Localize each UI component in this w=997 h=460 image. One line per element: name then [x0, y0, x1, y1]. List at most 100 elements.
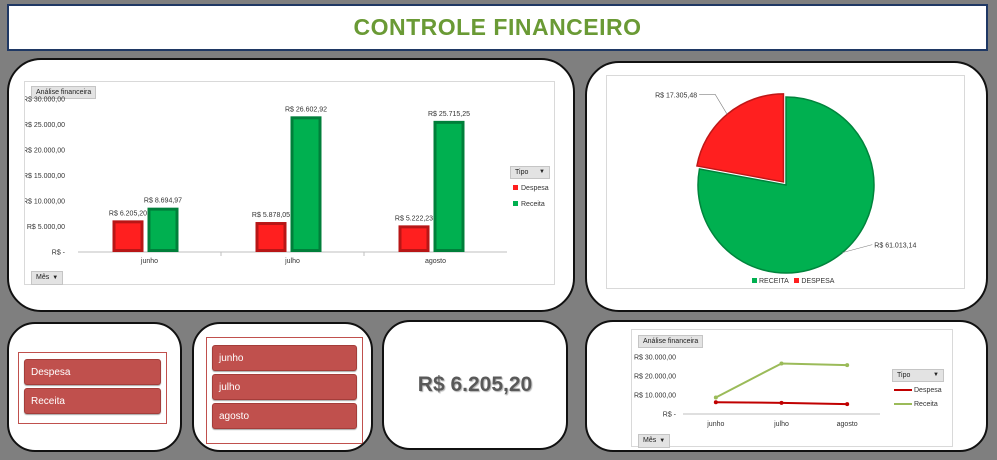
page-title: CONTROLE FINANCEIRO [353, 14, 642, 40]
bar-y-tick-label: R$ 15.000,00 [25, 173, 65, 180]
line-legend-field-label: Tipo [897, 372, 911, 379]
bar-y-tick-label: R$ 25.000,00 [25, 122, 65, 129]
bar-legend-field-button[interactable]: Tipo ▼ [510, 166, 550, 179]
pie-legend-swatch-despesa [794, 278, 800, 283]
bar-y-tick-label: R$ - [52, 250, 66, 257]
line-point-despesa-julho [779, 400, 784, 405]
pie-chart-svg: R$ 61.013,14 R$ 17.305,48 [655, 92, 916, 274]
line-value-field-label: Análise financeira [643, 338, 699, 345]
pie-leader-line [842, 244, 873, 253]
bar-data-label: R$ 25.715,25 [428, 111, 470, 118]
pie-legend-swatch-receita [752, 278, 757, 283]
mes-slicer-item-junho[interactable]: junho [212, 345, 357, 371]
line-legend-dropdown-icon: ▼ [933, 372, 939, 378]
value-card-panel: R$ 6.205,20 [382, 320, 568, 450]
bar-legend-swatch-receita [513, 201, 518, 206]
line-y-tick-label: R$ 20.000,00 [634, 374, 676, 381]
bar-data-label: R$ 26.602,92 [285, 106, 327, 113]
bar-receita-julho-face [293, 119, 319, 249]
bar-axis-field-button[interactable]: Mês ▼ [31, 271, 64, 285]
line-legend: Despesa Receita [894, 384, 942, 412]
line-y-tick-label: R$ 10.000,00 [634, 393, 676, 400]
bar-x-tick-label: agosto [425, 258, 446, 265]
line-legend-field-button[interactable]: Tipo ▼ [892, 369, 944, 382]
bar-legend-item-despesa: Despesa [513, 181, 549, 197]
line-y-tick-label: R$ 30.000,00 [634, 355, 676, 362]
line-chart-frame[interactable]: Análise financeira R$ 30.000,00 R$ 20.000… [631, 329, 953, 448]
pie-chart-frame[interactable]: R$ 61.013,14 R$ 17.305,48 RECEITA DESPESA [606, 75, 965, 289]
mes-slicer-item-julho[interactable]: julho [212, 374, 357, 400]
line-legend-label-despesa: Despesa [914, 387, 942, 394]
bar-data-label: R$ 5.878,05 [252, 212, 290, 219]
line-axis-dropdown-icon: ▼ [659, 438, 666, 444]
line-x-tick-label: agosto [837, 421, 858, 428]
bar-legend-dropdown-icon: ▼ [539, 169, 545, 175]
line-chart-svg: R$ 30.000,00 R$ 20.000,00 R$ 10.000,00 R$ -… [634, 355, 880, 428]
line-point-despesa-agosto [845, 402, 850, 407]
bar-legend: Despesa Receita [513, 181, 549, 213]
bar-y-tick-label: R$ 30.000,00 [25, 97, 65, 104]
bar-legend-swatch-despesa [513, 185, 518, 190]
pie-slice-despesa [696, 93, 785, 183]
tipo-slicer-item-receita[interactable]: Receita [24, 388, 161, 414]
bar-y-tick-label: R$ 20.000,00 [25, 148, 65, 155]
pie-legend-label-despesa: DESPESA [801, 278, 835, 285]
bar-axis-dropdown-icon: ▼ [52, 275, 59, 281]
line-x-tick-label: junho [706, 421, 724, 428]
mes-slicer-panel: junho julho agosto [192, 322, 373, 452]
line-value-field-button[interactable]: Análise financeira [638, 335, 704, 348]
line-legend-swatch-despesa [894, 389, 912, 392]
line-point-receita-julho [779, 361, 784, 366]
bar-chart-frame[interactable]: Análise financeira R$ 30.000,00 R$ 25.000… [24, 81, 555, 285]
line-y-tick-label: R$ - [663, 412, 677, 419]
bar-legend-item-receita: Receita [513, 197, 549, 213]
line-chart-panel: Análise financeira R$ 30.000,00 R$ 20.000… [585, 320, 988, 452]
title-bar: CONTROLE FINANCEIRO [7, 4, 988, 51]
mes-slicer: junho julho agosto [206, 337, 363, 444]
bar-legend-label-receita: Receita [521, 201, 545, 208]
bar-value-field-label: Análise financeira [36, 89, 92, 96]
bar-y-tick-label: R$ 5.000,00 [27, 224, 65, 231]
line-point-receita-agosto [845, 363, 850, 368]
pie-data-label-receita: R$ 61.013,14 [874, 243, 916, 250]
bar-despesa-julho-face [258, 225, 284, 249]
bar-axis-field-label: Mês [36, 274, 50, 281]
total-value: R$ 6.205,20 [417, 373, 533, 396]
line-point-despesa-junho [713, 400, 718, 405]
pie-legend-item-receita: RECEITA [752, 278, 788, 285]
bar-legend-label-despesa: Despesa [521, 185, 549, 192]
bar-data-label: R$ 6.205,20 [109, 210, 147, 217]
line-x-tick-label: julho [773, 421, 789, 428]
tipo-slicer-panel: Despesa Receita [7, 322, 182, 452]
pie-legend: RECEITA DESPESA [752, 278, 834, 285]
bar-data-label: R$ 5.222,23 [395, 215, 433, 222]
pie-data-label-despesa: R$ 17.305,48 [655, 92, 697, 99]
tipo-slicer-item-despesa[interactable]: Despesa [24, 359, 161, 385]
line-legend-swatch-receita [894, 403, 912, 406]
mes-slicer-item-agosto[interactable]: agosto [212, 403, 357, 429]
bar-legend-field-label: Tipo [515, 169, 529, 176]
bar-data-label: R$ 8.694,97 [144, 198, 182, 205]
line-legend-label-receita: Receita [914, 401, 938, 408]
bar-y-tick-label: R$ 10.000,00 [25, 199, 65, 206]
pie-chart-panel: R$ 61.013,14 R$ 17.305,48 RECEITA DESPESA [585, 61, 988, 312]
pie-legend-label-receita: RECEITA [759, 278, 789, 285]
bar-despesa-agosto-face [401, 228, 427, 249]
line-legend-item-receita: Receita [894, 398, 942, 412]
bar-chart-svg: R$ 30.000,00 R$ 25.000,00 R$ 20.000,00 R$ 1… [25, 97, 507, 265]
line-series-receita [715, 362, 848, 399]
bar-receita-junho-face [150, 210, 176, 249]
bar-value-field-button[interactable]: Análise financeira [31, 86, 97, 99]
tipo-slicer: Despesa Receita [18, 352, 167, 424]
bar-x-tick-label: julho [284, 258, 300, 265]
pie-legend-item-despesa: DESPESA [794, 278, 834, 285]
line-axis-field-label: Mês [643, 437, 657, 444]
bar-despesa-junho-face [115, 223, 141, 249]
line-point-receita-junho [713, 395, 718, 400]
line-axis-field-button[interactable]: Mês ▼ [638, 434, 671, 448]
bar-x-tick-label: junho [140, 258, 158, 265]
pie-leader-line [699, 93, 728, 115]
bar-chart-panel: Análise financeira R$ 30.000,00 R$ 25.000… [7, 58, 575, 312]
line-legend-item-despesa: Despesa [894, 384, 942, 398]
bar-receita-agosto-face [436, 123, 462, 249]
